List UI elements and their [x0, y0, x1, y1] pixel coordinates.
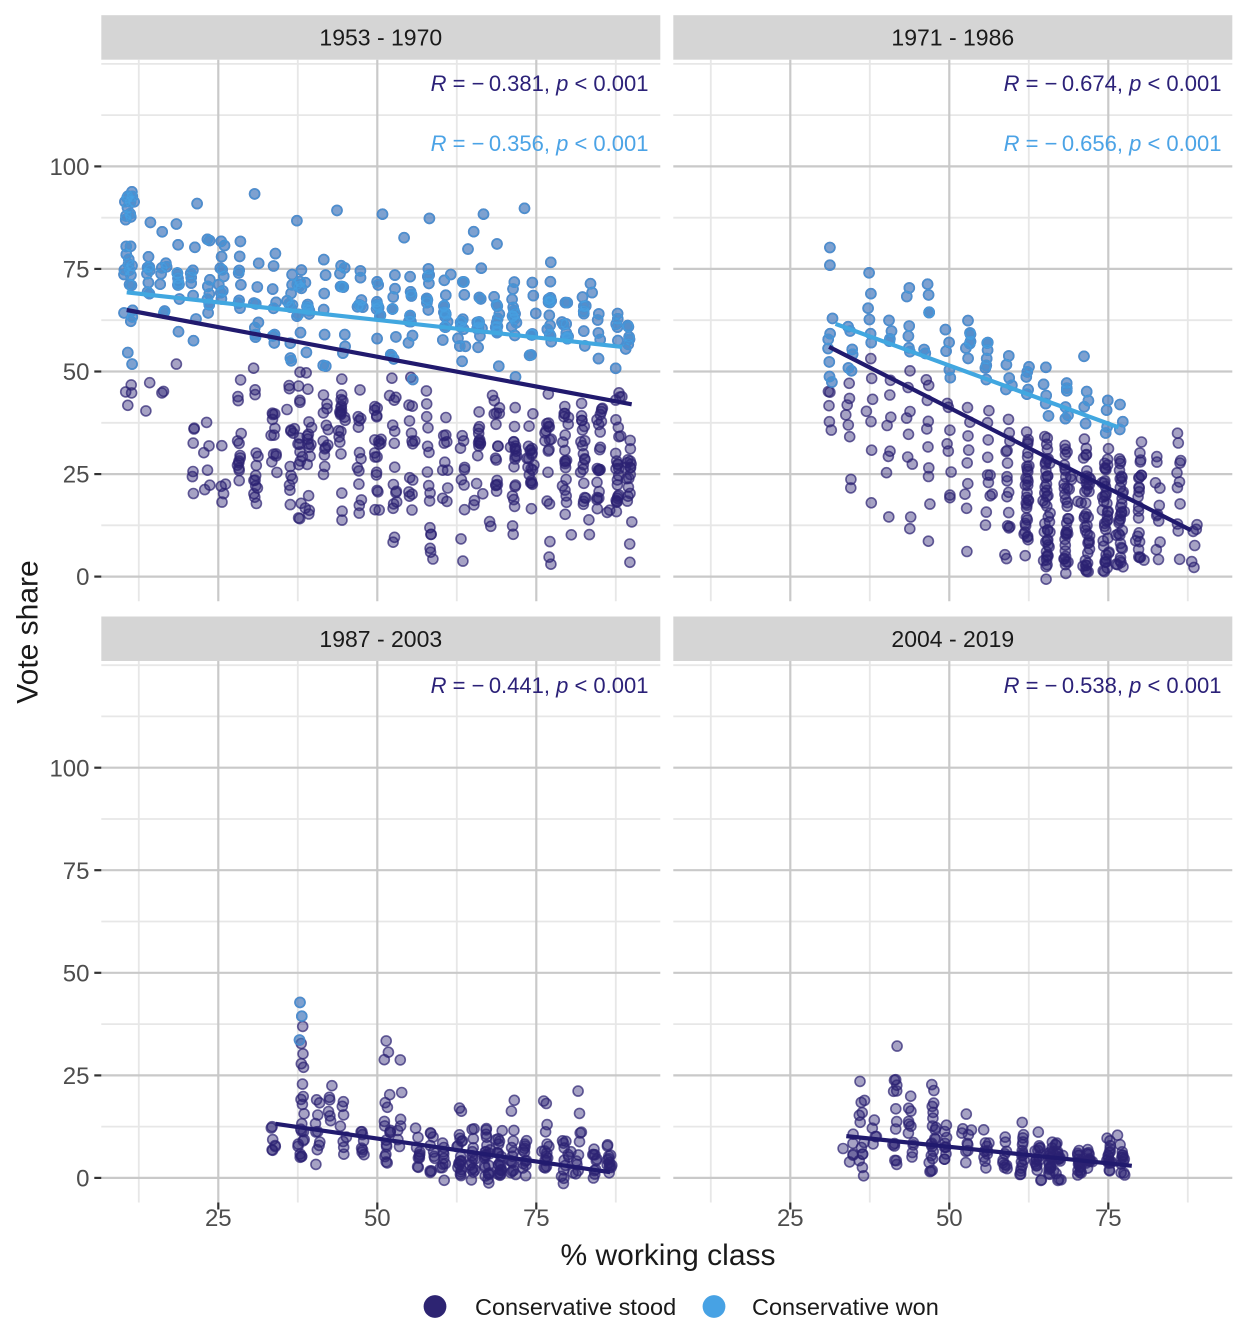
svg-text:50: 50	[364, 1205, 391, 1232]
svg-text:100: 100	[49, 154, 89, 181]
svg-text:R = − 0.674, p < 0.001: R = − 0.674, p < 0.001	[1004, 71, 1222, 96]
svg-text:0: 0	[76, 1166, 89, 1193]
svg-text:0: 0	[76, 564, 89, 591]
svg-text:25: 25	[205, 1205, 232, 1232]
svg-text:25: 25	[63, 462, 90, 489]
svg-text:25: 25	[777, 1205, 804, 1232]
svg-text:2004 - 2019: 2004 - 2019	[891, 626, 1014, 652]
svg-text:R = − 0.441, p < 0.001: R = − 0.441, p < 0.001	[431, 673, 649, 698]
svg-text:1971 - 1986: 1971 - 1986	[891, 25, 1014, 51]
svg-text:50: 50	[63, 359, 90, 386]
svg-text:100: 100	[49, 755, 89, 782]
svg-text:50: 50	[63, 960, 90, 987]
svg-text:R = − 0.538, p < 0.001: R = − 0.538, p < 0.001	[1004, 673, 1222, 698]
svg-text:25: 25	[63, 1063, 90, 1090]
svg-text:50: 50	[936, 1205, 963, 1232]
svg-text:R = − 0.656, p < 0.001: R = − 0.656, p < 0.001	[1004, 131, 1222, 156]
svg-text:75: 75	[523, 1205, 550, 1232]
svg-text:R = − 0.356, p < 0.001: R = − 0.356, p < 0.001	[431, 131, 649, 156]
svg-text:1953 - 1970: 1953 - 1970	[319, 25, 442, 51]
svg-text:% working class: % working class	[560, 1239, 775, 1272]
svg-text:Conservative stood: Conservative stood	[475, 1294, 676, 1320]
svg-text:75: 75	[63, 257, 90, 284]
svg-text:Vote share: Vote share	[12, 560, 45, 703]
svg-text:R = − 0.381, p < 0.001: R = − 0.381, p < 0.001	[431, 71, 649, 96]
svg-text:1987 - 2003: 1987 - 2003	[319, 626, 442, 652]
svg-text:75: 75	[63, 858, 90, 885]
svg-text:75: 75	[1095, 1205, 1122, 1232]
svg-text:Conservative won: Conservative won	[752, 1294, 939, 1320]
